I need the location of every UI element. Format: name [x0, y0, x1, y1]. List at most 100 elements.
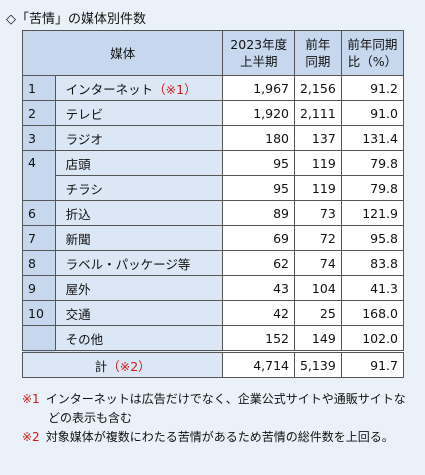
- row: 6 折込 89 73 121.9: [22, 200, 405, 226]
- row: 8 ラベル・パッケージ等 62 74 83.8: [22, 250, 405, 276]
- value-cell: 149: [293, 325, 342, 352]
- header-col1: 2023年度 上半期: [222, 30, 295, 76]
- header-line: 同期: [305, 54, 331, 69]
- note-ref: （※2）: [107, 358, 151, 374]
- rank-cell: 10: [22, 300, 56, 326]
- value-cell: 79.8: [340, 175, 405, 201]
- rank-cell: 9: [22, 275, 56, 301]
- total-value: 5,139: [293, 350, 342, 378]
- name-cell: チラシ: [54, 175, 224, 201]
- row: 4 店頭 95 119 79.8: [22, 150, 405, 201]
- value-cell: 102.0: [340, 325, 405, 352]
- value-cell: 104: [293, 275, 342, 301]
- note: ※1 インターネットは広告だけでなく、企業公式サイトや通販サイトなどの表示も含む: [22, 390, 407, 428]
- name: 新聞: [65, 231, 91, 247]
- value-cell: 119: [293, 175, 342, 201]
- name-cell: 交通: [54, 300, 224, 326]
- rank-cell: 3: [22, 125, 56, 151]
- total-name-cell: 計（※2）: [21, 350, 224, 378]
- value-cell: 1,967: [222, 75, 295, 101]
- name-cell: ラジオ: [54, 125, 224, 151]
- name: テレビ: [65, 106, 104, 122]
- header-line: 2023年度: [230, 37, 288, 52]
- value-cell: 74: [293, 250, 342, 276]
- rank-cell: [22, 325, 56, 352]
- name: 店頭: [65, 156, 91, 172]
- name: 折込: [65, 206, 91, 222]
- row: 1 インターネット（※1） 1,967 2,156 91.2: [22, 75, 405, 101]
- name-cell: 折込: [54, 200, 224, 226]
- header-line: 前年同期: [347, 37, 398, 52]
- rank-cell: 1: [22, 75, 56, 101]
- name: ラベル・パッケージ等: [65, 256, 191, 272]
- value-cell: 168.0: [340, 300, 405, 326]
- rank-cell: 8: [22, 250, 56, 276]
- value-cell: 73: [293, 200, 342, 226]
- name: 屋外: [65, 281, 91, 297]
- row: 7 新聞 69 72 95.8: [22, 225, 405, 251]
- value-cell: 69: [222, 225, 295, 251]
- total-name: 計: [94, 358, 108, 374]
- name-cell: その他: [54, 325, 224, 352]
- rank-cell: 6: [22, 200, 56, 226]
- total-value: 4,714: [222, 350, 295, 378]
- value-cell: 95.8: [340, 225, 405, 251]
- row: 3 ラジオ 180 137 131.4: [22, 125, 405, 151]
- name-cell: 新聞: [54, 225, 224, 251]
- value-cell: 1,920: [222, 100, 295, 126]
- value-cell: 180: [222, 125, 295, 151]
- header-line: 比（%）: [347, 54, 398, 69]
- title: ◇「苦情」の媒体別件数: [6, 12, 146, 27]
- table-body: 1 インターネット（※1） 1,967 2,156 91.2 2 テレビ 1,920 2,111…: [21, 75, 405, 378]
- header-line: 上半期: [239, 54, 278, 69]
- row: その他 152 149 102.0: [22, 325, 405, 352]
- name: インターネット: [65, 81, 154, 97]
- table: 媒体 2023年度 上半期 前年 同期 前年同期 比（%） 1 インターネット（※1） 1…: [21, 30, 405, 378]
- value-cell: 79.8: [340, 150, 405, 176]
- value-cell: 137: [293, 125, 342, 151]
- header-line: 前年: [305, 37, 331, 52]
- value-cell: 89: [222, 200, 295, 226]
- value-cell: 41.3: [340, 275, 405, 301]
- row: 9 屋外 43 104 41.3: [22, 275, 405, 301]
- rank-cell: 7: [22, 225, 56, 251]
- value-cell: 2,111: [293, 100, 342, 126]
- header-row: 媒体 2023年度 上半期 前年 同期 前年同期 比（%）: [21, 30, 405, 76]
- row: チラシ 95 119 79.8: [23, 175, 405, 201]
- value-cell: 152: [222, 325, 295, 352]
- value-cell: 25: [293, 300, 342, 326]
- value-cell: 62: [222, 250, 295, 276]
- row: 2 テレビ 1,920 2,111 91.0: [22, 100, 405, 126]
- name-cell: ラベル・パッケージ等: [54, 250, 224, 276]
- value-cell: 2,156: [293, 75, 342, 101]
- value-cell: 95: [222, 175, 295, 201]
- name: チラシ: [65, 181, 103, 197]
- value-cell: 72: [293, 225, 342, 251]
- name-cell: 店頭: [54, 150, 224, 176]
- header-media: 媒体: [21, 30, 224, 76]
- value-cell: 131.4: [340, 125, 405, 151]
- header-col3: 前年同期比（%）: [340, 30, 405, 76]
- value-cell: 121.9: [340, 200, 405, 226]
- rank-cell: 4: [22, 150, 56, 201]
- note-text: インターネットは広告だけでなく、企業公式サイトや通販サイトなどの表示も含む: [45, 392, 406, 425]
- note-text: 対象媒体が複数にわたる苦情があるため苦情の総件数を上回る。: [45, 430, 394, 444]
- value-cell: 83.8: [340, 250, 405, 276]
- note-mark: ※2: [22, 430, 40, 444]
- name: その他: [65, 331, 104, 347]
- name-cell: インターネット（※1）: [54, 75, 224, 101]
- value-cell: 42: [222, 300, 295, 326]
- rank-cell: 2: [22, 100, 56, 126]
- name: 交通: [65, 306, 91, 322]
- value-cell: 95: [222, 150, 295, 176]
- row: 10 交通 42 25 168.0: [22, 300, 405, 326]
- note-mark: ※1: [22, 392, 40, 406]
- header-col2: 前年 同期: [293, 30, 342, 76]
- note: ※2 対象媒体が複数にわたる苦情があるため苦情の総件数を上回る。: [22, 428, 407, 447]
- value-cell: 43: [222, 275, 295, 301]
- note-ref: （※1）: [153, 81, 197, 97]
- value-cell: 119: [293, 150, 342, 176]
- name-cell: テレビ: [54, 100, 224, 126]
- notes: ※1 インターネットは広告だけでなく、企業公式サイトや通販サイトなどの表示も含む…: [22, 390, 407, 447]
- total-value: 91.7: [340, 350, 405, 378]
